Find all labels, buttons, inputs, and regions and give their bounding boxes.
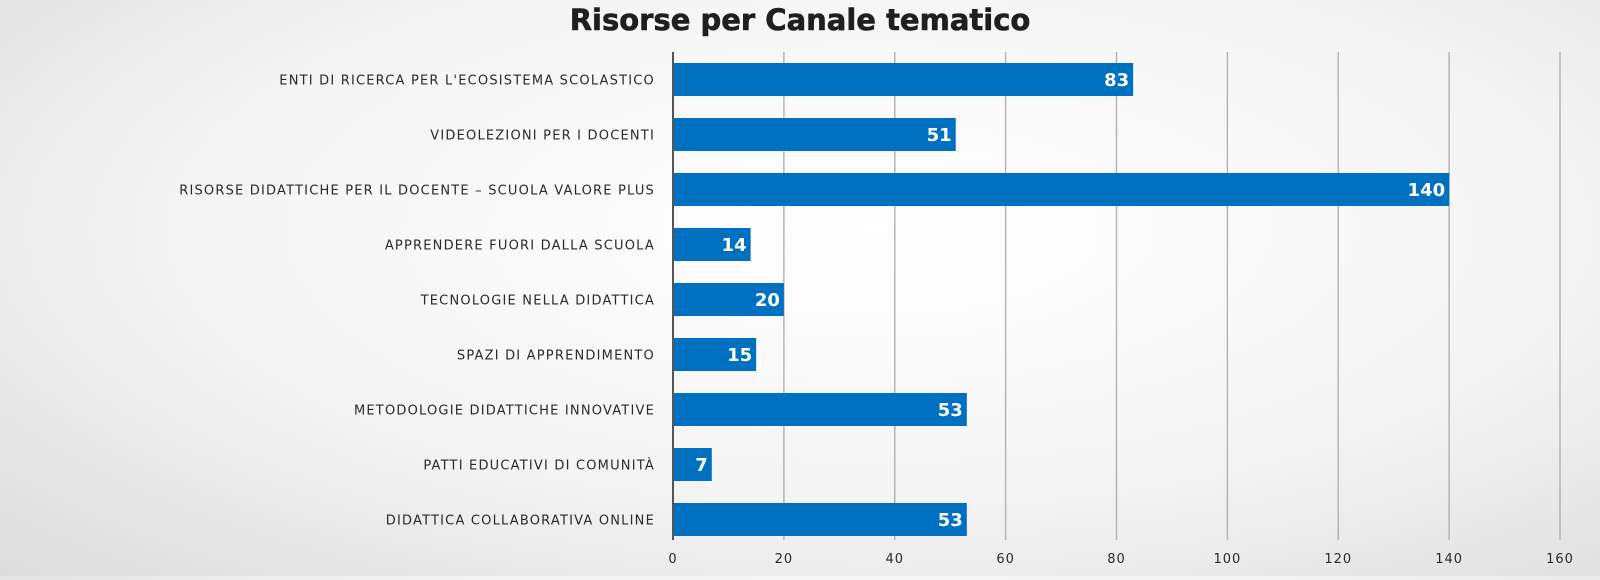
bar [673,118,956,151]
bar [673,393,967,426]
bar [673,228,751,261]
bar [673,173,1450,206]
bar [673,448,712,481]
category-label: PATTI EDUCATIVI DI COMUNITÀ [423,458,655,474]
x-tick-label: 40 [885,552,904,567]
category-label: SPAZI DI APPRENDIMENTO [457,349,655,364]
x-tick-label: 60 [996,552,1015,567]
x-tick-label: 120 [1324,552,1352,567]
x-tick-label: 80 [1107,552,1126,567]
bars: 83 51 140 14 20 15 53 7 53 [673,63,1450,536]
data-label: 20 [755,290,780,311]
category-label: TECNOLOGIE NELLA DIDATTICA [420,294,655,309]
category-label: RISORSE DIDATTICHE PER IL DOCENTE – SCUO… [179,184,655,199]
category-label: ENTI DI RICERCA PER L'ECOSISTEMA SCOLAST… [279,74,655,89]
category-label: APPRENDERE FUORI DALLA SCUOLA [385,239,655,254]
category-label: VIDEOLEZIONI PER I DOCENTI [430,129,655,144]
bar [673,503,967,536]
x-tick-label: 100 [1213,552,1241,567]
chart-title: Risorse per Canale tematico [570,3,1031,37]
data-label: 83 [1104,70,1129,91]
bar [673,338,757,371]
data-label: 53 [938,400,963,421]
x-tick-label: 20 [775,552,794,567]
category-labels: ENTI DI RICERCA PER L'ECOSISTEMA SCOLAST… [179,74,655,529]
x-tick-label: 140 [1435,552,1463,567]
category-label: DIDATTICA COLLABORATIVA ONLINE [386,514,655,529]
data-label: 51 [927,125,952,146]
data-label: 140 [1408,180,1446,201]
bar [673,283,784,316]
data-label: 14 [722,235,747,256]
data-label: 53 [938,510,963,531]
x-axis-ticks: 0 20 40 60 80 100 120 140 160 [668,552,1574,567]
data-label: 15 [727,345,752,366]
x-tick-label: 0 [668,552,677,567]
category-label: METODOLOGIE DIDATTICHE INNOVATIVE [354,404,655,419]
x-tick-label: 160 [1546,552,1574,567]
bar [673,63,1134,96]
data-label: 7 [695,455,708,476]
